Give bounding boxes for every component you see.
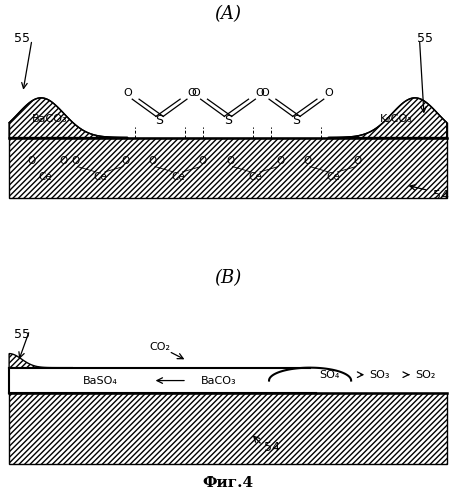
Text: BaCO₃: BaCO₃ [32, 114, 68, 124]
Text: BaCO₃: BaCO₃ [201, 376, 236, 386]
Text: O: O [191, 87, 200, 98]
Text: O: O [259, 87, 268, 98]
Polygon shape [9, 354, 73, 368]
Text: 54: 54 [432, 189, 448, 202]
Text: CO₂: CO₂ [149, 341, 170, 352]
Text: O: O [187, 87, 196, 98]
Text: Ce: Ce [93, 172, 107, 182]
Text: (B): (B) [214, 269, 241, 287]
Text: O: O [226, 156, 234, 166]
Text: Ce: Ce [325, 172, 339, 182]
Text: O: O [276, 156, 284, 166]
Text: O: O [198, 156, 207, 166]
Text: S: S [292, 114, 300, 127]
Polygon shape [328, 98, 446, 138]
Text: Ce: Ce [248, 172, 262, 182]
Text: O: O [148, 156, 157, 166]
Bar [9, 393, 446, 464]
Text: (A): (A) [214, 5, 241, 23]
Text: S: S [223, 114, 232, 127]
Text: 54: 54 [264, 441, 280, 454]
Text: Ce: Ce [39, 172, 52, 182]
Text: SO₄: SO₄ [318, 370, 339, 380]
Text: K₂CO₃: K₂CO₃ [379, 114, 412, 124]
Text: O: O [121, 156, 129, 166]
Text: O: O [353, 156, 361, 166]
Text: 55: 55 [14, 32, 30, 45]
Text: O: O [255, 87, 264, 98]
Text: O: O [28, 156, 36, 166]
Bar [9, 368, 309, 393]
Polygon shape [268, 368, 350, 393]
Text: 55: 55 [416, 32, 432, 45]
Text: Фиг.4: Фиг.4 [202, 476, 253, 490]
Text: O: O [323, 87, 332, 98]
Text: O: O [71, 156, 79, 166]
Bar [9, 138, 446, 199]
Text: BaSO₄: BaSO₄ [83, 376, 117, 386]
Text: Ce: Ce [171, 172, 184, 182]
Text: SO₂: SO₂ [414, 370, 435, 380]
Text: S: S [155, 114, 163, 127]
Text: 55: 55 [14, 328, 30, 341]
Text: O: O [60, 156, 68, 166]
Text: O: O [303, 156, 311, 166]
Text: SO₃: SO₃ [369, 370, 389, 380]
Text: O: O [123, 87, 132, 98]
Polygon shape [9, 98, 127, 138]
